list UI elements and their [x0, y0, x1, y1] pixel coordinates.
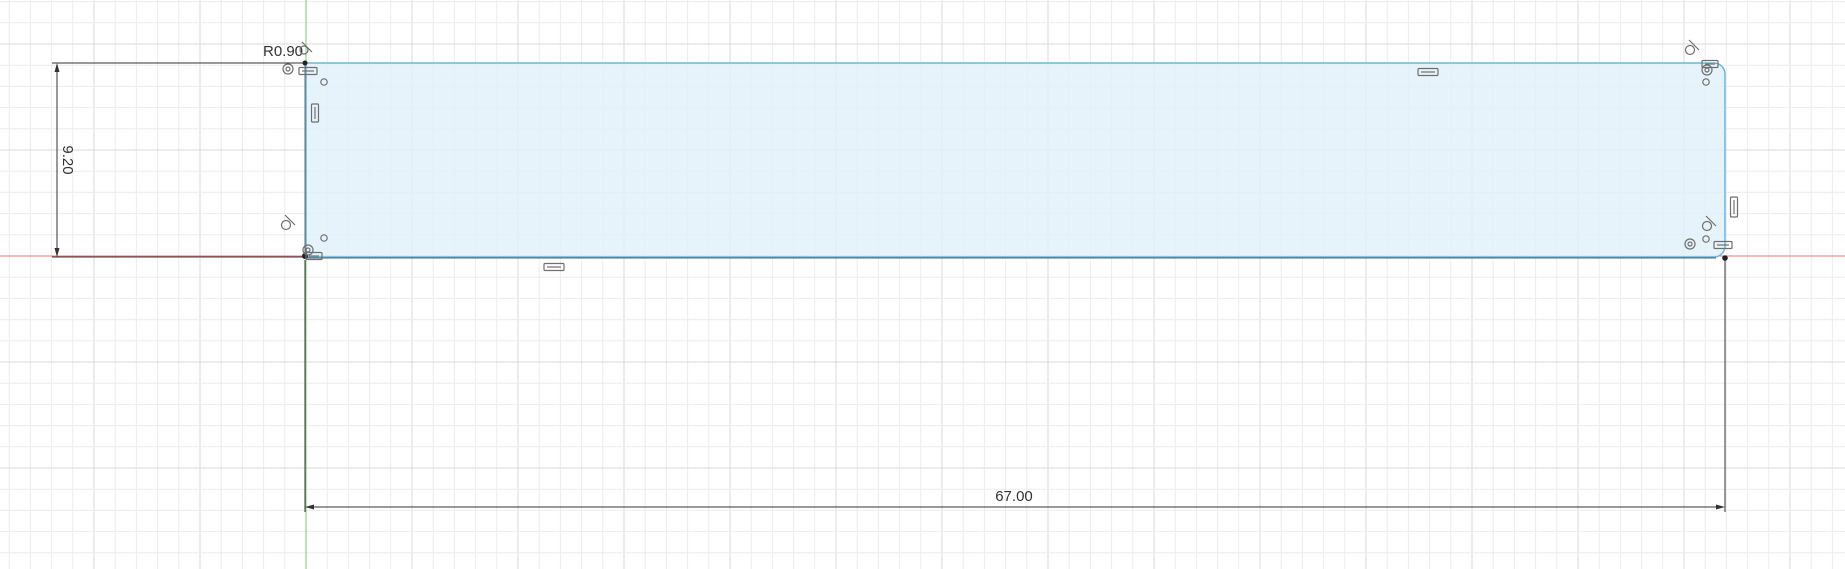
horizontal-constraint-icon[interactable] — [1417, 67, 1439, 77]
sketch-point[interactable] — [302, 60, 308, 66]
tangent-point-icon — [320, 78, 328, 86]
tangent-icon[interactable] — [299, 41, 313, 55]
coincident-icon[interactable] — [1684, 238, 1696, 250]
vertical-constraint-icon[interactable] — [1729, 196, 1739, 218]
tangent-icon[interactable] — [1684, 39, 1700, 56]
sketch-profile-region[interactable] — [306, 63, 1725, 257]
width-arrow-left — [305, 504, 314, 510]
vertical-constraint-icon[interactable] — [310, 103, 320, 123]
height-dimension[interactable]: 9.20 — [52, 62, 305, 258]
horizontal-constraint-icon[interactable] — [543, 262, 565, 272]
width-arrow-right — [1716, 504, 1725, 510]
tangent-point-icon — [320, 234, 328, 242]
horizontal-constraint-icon[interactable] — [1701, 59, 1719, 69]
radius-dimension-label[interactable]: R0.90 — [263, 43, 303, 60]
horizontal-constraint-icon[interactable] — [1713, 240, 1733, 250]
coincident-icon[interactable] — [282, 63, 294, 75]
horizontal-constraint-icon[interactable] — [305, 251, 323, 261]
tangent-icon[interactable] — [280, 214, 296, 231]
sketch-point[interactable] — [1722, 255, 1728, 261]
width-dimension[interactable]: 67.00 — [304, 260, 1726, 512]
fillet-arc-bottom-right[interactable] — [1713, 245, 1726, 258]
tangent-point-icon — [1702, 235, 1710, 243]
tangent-point-icon — [1702, 78, 1710, 86]
width-dimension-label[interactable]: 67.00 — [995, 488, 1033, 505]
height-arrow-top — [54, 63, 60, 72]
height-dimension-label[interactable]: 9.20 — [59, 145, 76, 174]
horizontal-constraint-icon[interactable] — [298, 66, 318, 76]
fillet-arc-top-right[interactable] — [1713, 62, 1726, 75]
tangent-icon[interactable] — [1701, 215, 1717, 232]
height-arrow-bottom — [54, 248, 60, 257]
